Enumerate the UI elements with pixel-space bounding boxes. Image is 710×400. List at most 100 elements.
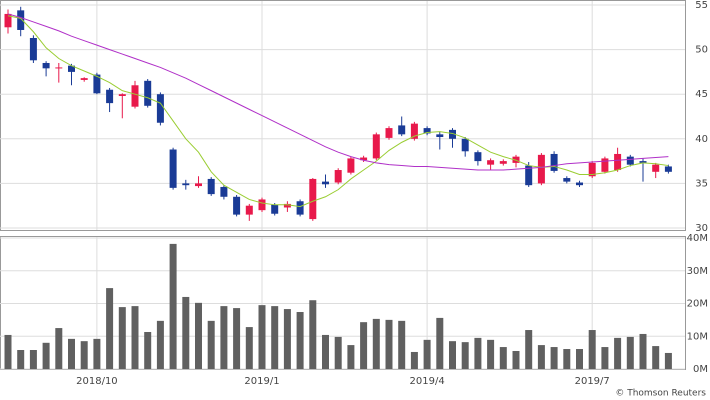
x-tick-label: 2019/1: [244, 376, 279, 387]
volume-bar: [17, 350, 25, 369]
volume-bar: [106, 288, 114, 369]
y-tick-label: 40: [695, 134, 708, 145]
candle-body: [245, 205, 253, 215]
volume-bar: [156, 320, 164, 369]
candle-body: [80, 78, 88, 80]
volume-bar: [258, 305, 266, 369]
candle-body: [182, 183, 190, 186]
volume-bar: [195, 302, 202, 369]
candle-body: [360, 157, 368, 161]
candle-body: [144, 80, 152, 106]
volume-bar: [245, 327, 253, 369]
y-tick-label: 55: [695, 0, 708, 11]
volume-bar: [550, 347, 558, 369]
y-tick-label: 45: [695, 89, 708, 100]
volume-bar: [322, 334, 329, 369]
volume-bar: [410, 351, 418, 369]
volume-bar: [68, 338, 75, 369]
volume-bar: [525, 330, 533, 369]
volume-bar: [537, 345, 545, 369]
candle-body: [537, 154, 545, 184]
volume-bar: [461, 342, 469, 369]
y-tick-label: 30M: [687, 266, 708, 277]
volume-bar: [207, 320, 215, 369]
moving-average: [7, 13, 669, 171]
volume-bar: [131, 306, 139, 369]
volume-bar: [372, 318, 380, 369]
candle-body: [283, 203, 291, 208]
candle-body: [525, 165, 533, 186]
volume-bar: [398, 320, 406, 369]
volume-bar: [626, 336, 634, 369]
volume-bar: [639, 333, 647, 369]
candle-body: [195, 183, 202, 187]
moving-average: [7, 15, 669, 208]
candle-body: [233, 196, 241, 215]
y-tick-label: 10M: [687, 331, 708, 342]
candle-body: [410, 123, 418, 139]
y-tick-label: 0M: [693, 364, 708, 375]
candle-body: [499, 161, 507, 164]
candle-body: [601, 158, 609, 172]
candle-body: [55, 67, 63, 69]
candle-body: [576, 182, 583, 186]
volume-bar: [664, 352, 672, 369]
volume-bar: [601, 347, 609, 369]
candle-body: [93, 74, 101, 94]
volume-bar: [93, 338, 101, 369]
candle-body: [156, 94, 164, 123]
candle-body: [372, 134, 380, 159]
volume-bar: [576, 349, 583, 369]
candle-body: [423, 128, 431, 134]
volume-bar: [220, 306, 228, 369]
volume-bar: [436, 317, 444, 369]
volume-bar: [4, 334, 12, 369]
x-tick-label: 2018/10: [76, 376, 118, 387]
volume-bar: [118, 307, 126, 369]
volume-bar: [614, 337, 622, 369]
candle-body: [614, 153, 622, 171]
volume-bar: [233, 308, 241, 369]
volume-bar: [309, 300, 317, 369]
volume-bar: [334, 336, 342, 369]
volume-bar: [144, 331, 152, 369]
volume-bar: [385, 319, 393, 369]
volume-bar: [182, 296, 190, 369]
candle-body: [131, 85, 139, 107]
candle-body: [322, 181, 329, 185]
candle-body: [258, 199, 266, 211]
y-tick-label: 40M: [687, 233, 708, 244]
volume-bar: [271, 306, 279, 369]
volume-bar: [347, 345, 355, 369]
candle-body: [385, 128, 393, 138]
volume-bar: [169, 243, 177, 369]
candle-body: [29, 38, 37, 61]
candle-body: [563, 178, 571, 182]
candle-body: [169, 149, 177, 188]
candle-body: [436, 134, 444, 138]
candle-body: [17, 10, 25, 30]
candle-body: [309, 178, 317, 220]
candle-body: [220, 186, 228, 197]
candle-body: [652, 164, 660, 172]
y-tick-label: 35: [695, 178, 708, 189]
candle-body: [296, 201, 304, 215]
candle-body: [4, 13, 12, 28]
candle-body: [461, 138, 469, 152]
candle-body: [106, 89, 114, 104]
volume-bar: [55, 328, 63, 369]
volume-bar: [563, 349, 571, 369]
credit: © Thomson Reuters: [615, 389, 706, 399]
candle-body: [664, 166, 672, 172]
candle-body: [118, 94, 126, 96]
y-tick-label: 50: [695, 45, 708, 56]
candle-body: [271, 204, 279, 214]
y-tick-label: 30: [695, 223, 708, 234]
candle-body: [334, 170, 342, 183]
candle-body: [68, 65, 75, 72]
volume-bar: [512, 350, 520, 369]
volume-bar: [588, 330, 596, 369]
candle-body: [588, 162, 596, 177]
volume-bar: [487, 339, 495, 369]
